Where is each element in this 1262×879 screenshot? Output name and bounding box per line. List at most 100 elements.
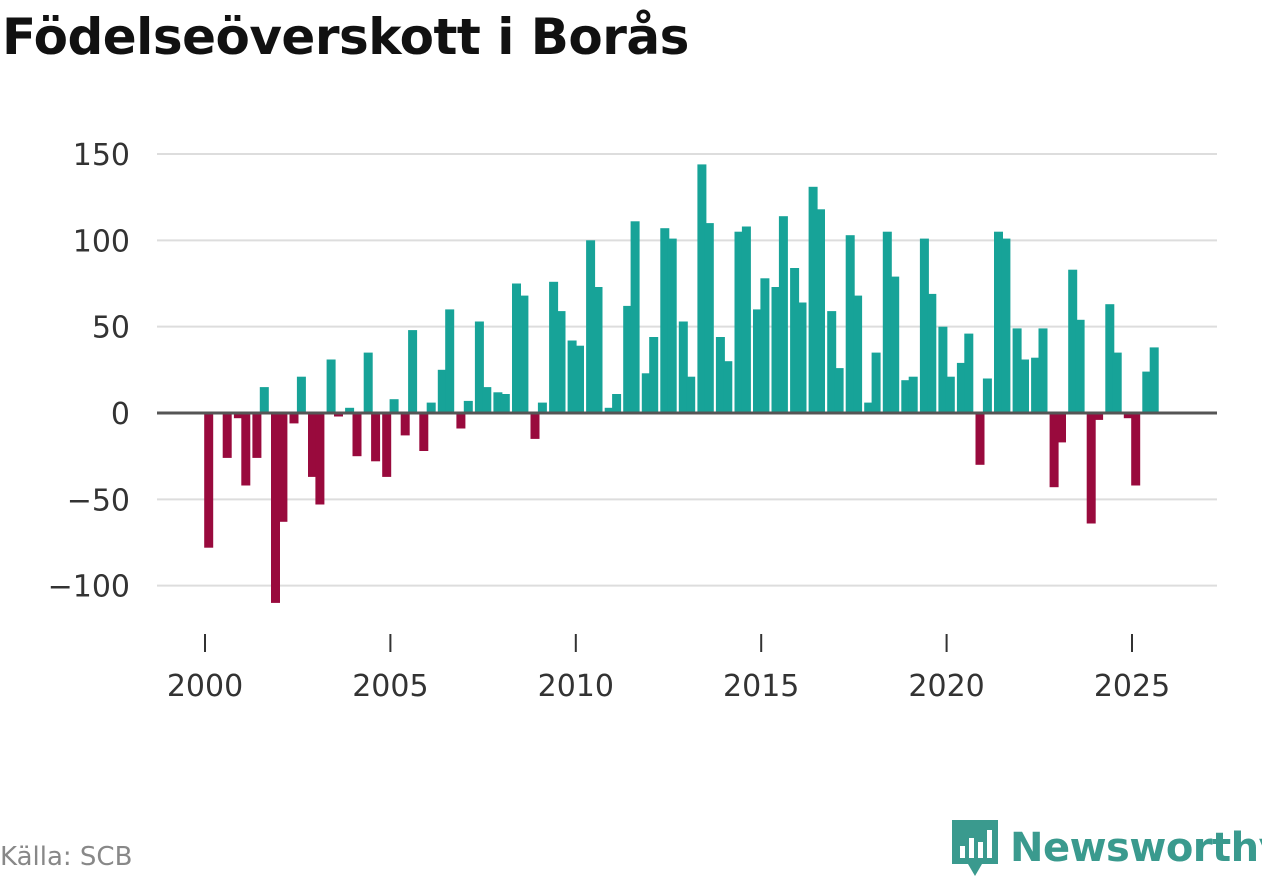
bar bbox=[1031, 357, 1041, 413]
bar bbox=[371, 413, 381, 462]
bar bbox=[715, 337, 725, 413]
bar bbox=[289, 413, 299, 424]
bar bbox=[853, 295, 863, 413]
bar bbox=[233, 413, 243, 419]
bar bbox=[771, 287, 781, 413]
bar bbox=[919, 238, 929, 413]
bars bbox=[204, 164, 1159, 603]
newsworthy-logo-icon bbox=[952, 820, 998, 876]
bar bbox=[1057, 413, 1066, 443]
bar bbox=[426, 402, 436, 413]
bar bbox=[519, 295, 529, 413]
bar bbox=[1068, 269, 1078, 413]
bar bbox=[660, 228, 670, 413]
bar bbox=[649, 337, 659, 413]
bar bbox=[1001, 238, 1011, 413]
bar bbox=[593, 287, 603, 413]
x-tick-label: 2025 bbox=[1094, 669, 1170, 704]
bar bbox=[938, 326, 948, 413]
bar bbox=[864, 402, 874, 413]
bar bbox=[641, 373, 651, 413]
bar bbox=[956, 362, 966, 413]
brand[interactable]: Newsworthy bbox=[950, 818, 1262, 878]
bar bbox=[667, 238, 677, 413]
bar bbox=[630, 221, 640, 413]
bar bbox=[1142, 371, 1152, 413]
bar bbox=[549, 281, 559, 413]
x-tick-label: 2005 bbox=[352, 669, 428, 704]
bar bbox=[834, 368, 844, 413]
axes: 150 100 50 0 −50 −100 2000 2005 2010 2015 2020 2025 bbox=[48, 138, 1217, 704]
bar bbox=[556, 311, 566, 413]
bar bbox=[252, 413, 262, 458]
bar bbox=[753, 309, 762, 413]
bar bbox=[623, 305, 633, 413]
bar bbox=[463, 400, 473, 413]
bar bbox=[1149, 347, 1159, 413]
bar bbox=[890, 276, 900, 413]
bar bbox=[1112, 352, 1122, 413]
bar bbox=[678, 321, 688, 413]
bar bbox=[308, 413, 317, 477]
bar bbox=[530, 413, 540, 439]
bar bbox=[808, 186, 818, 413]
bar bbox=[1123, 413, 1133, 419]
y-tick-label: 100 bbox=[73, 224, 130, 259]
y-tick-label: −50 bbox=[67, 483, 130, 518]
bar bbox=[474, 321, 484, 413]
bar bbox=[259, 387, 269, 413]
bar bbox=[882, 231, 892, 413]
bar bbox=[241, 413, 251, 486]
x-tick-label: 2010 bbox=[538, 669, 614, 704]
bar bbox=[908, 376, 918, 413]
bar bbox=[334, 413, 343, 417]
y-tick-label: 50 bbox=[92, 311, 130, 346]
bar bbox=[686, 376, 696, 413]
bar bbox=[512, 283, 521, 413]
bar bbox=[1038, 328, 1048, 413]
bar bbox=[278, 413, 288, 522]
bar bbox=[845, 235, 855, 413]
bar bbox=[1131, 413, 1141, 486]
bar bbox=[612, 394, 622, 413]
bar bbox=[760, 278, 770, 413]
bar bbox=[1075, 319, 1085, 413]
y-tick-label: −100 bbox=[48, 570, 130, 605]
bar bbox=[575, 345, 584, 413]
bar bbox=[790, 268, 800, 413]
bar bbox=[500, 394, 510, 413]
bar bbox=[326, 359, 336, 413]
y-tick-label: 0 bbox=[111, 397, 130, 432]
bar bbox=[382, 413, 392, 477]
y-tick-label: 150 bbox=[73, 138, 130, 173]
bar bbox=[400, 413, 410, 436]
bar bbox=[778, 216, 788, 413]
bar bbox=[586, 240, 596, 413]
bar bbox=[1105, 304, 1115, 413]
bar bbox=[1012, 328, 1022, 413]
bar bbox=[994, 231, 1003, 413]
bar bbox=[827, 311, 837, 413]
bar bbox=[352, 413, 362, 457]
bar bbox=[816, 209, 825, 413]
bar bbox=[363, 352, 373, 413]
bar bbox=[315, 413, 325, 505]
bar bbox=[456, 413, 466, 429]
bar bbox=[222, 413, 232, 458]
bar bbox=[704, 223, 714, 413]
bar bbox=[982, 378, 992, 413]
bar bbox=[389, 399, 399, 413]
bar bbox=[975, 413, 985, 465]
bar bbox=[723, 361, 733, 413]
bar bbox=[296, 376, 306, 413]
bar bbox=[901, 380, 911, 413]
bar bbox=[204, 413, 214, 548]
bar bbox=[482, 387, 492, 413]
bar bbox=[271, 413, 280, 603]
bar bbox=[419, 413, 429, 451]
bar bbox=[408, 330, 418, 413]
bar bbox=[927, 293, 937, 413]
bar bbox=[1094, 413, 1104, 420]
bar bbox=[567, 340, 577, 413]
